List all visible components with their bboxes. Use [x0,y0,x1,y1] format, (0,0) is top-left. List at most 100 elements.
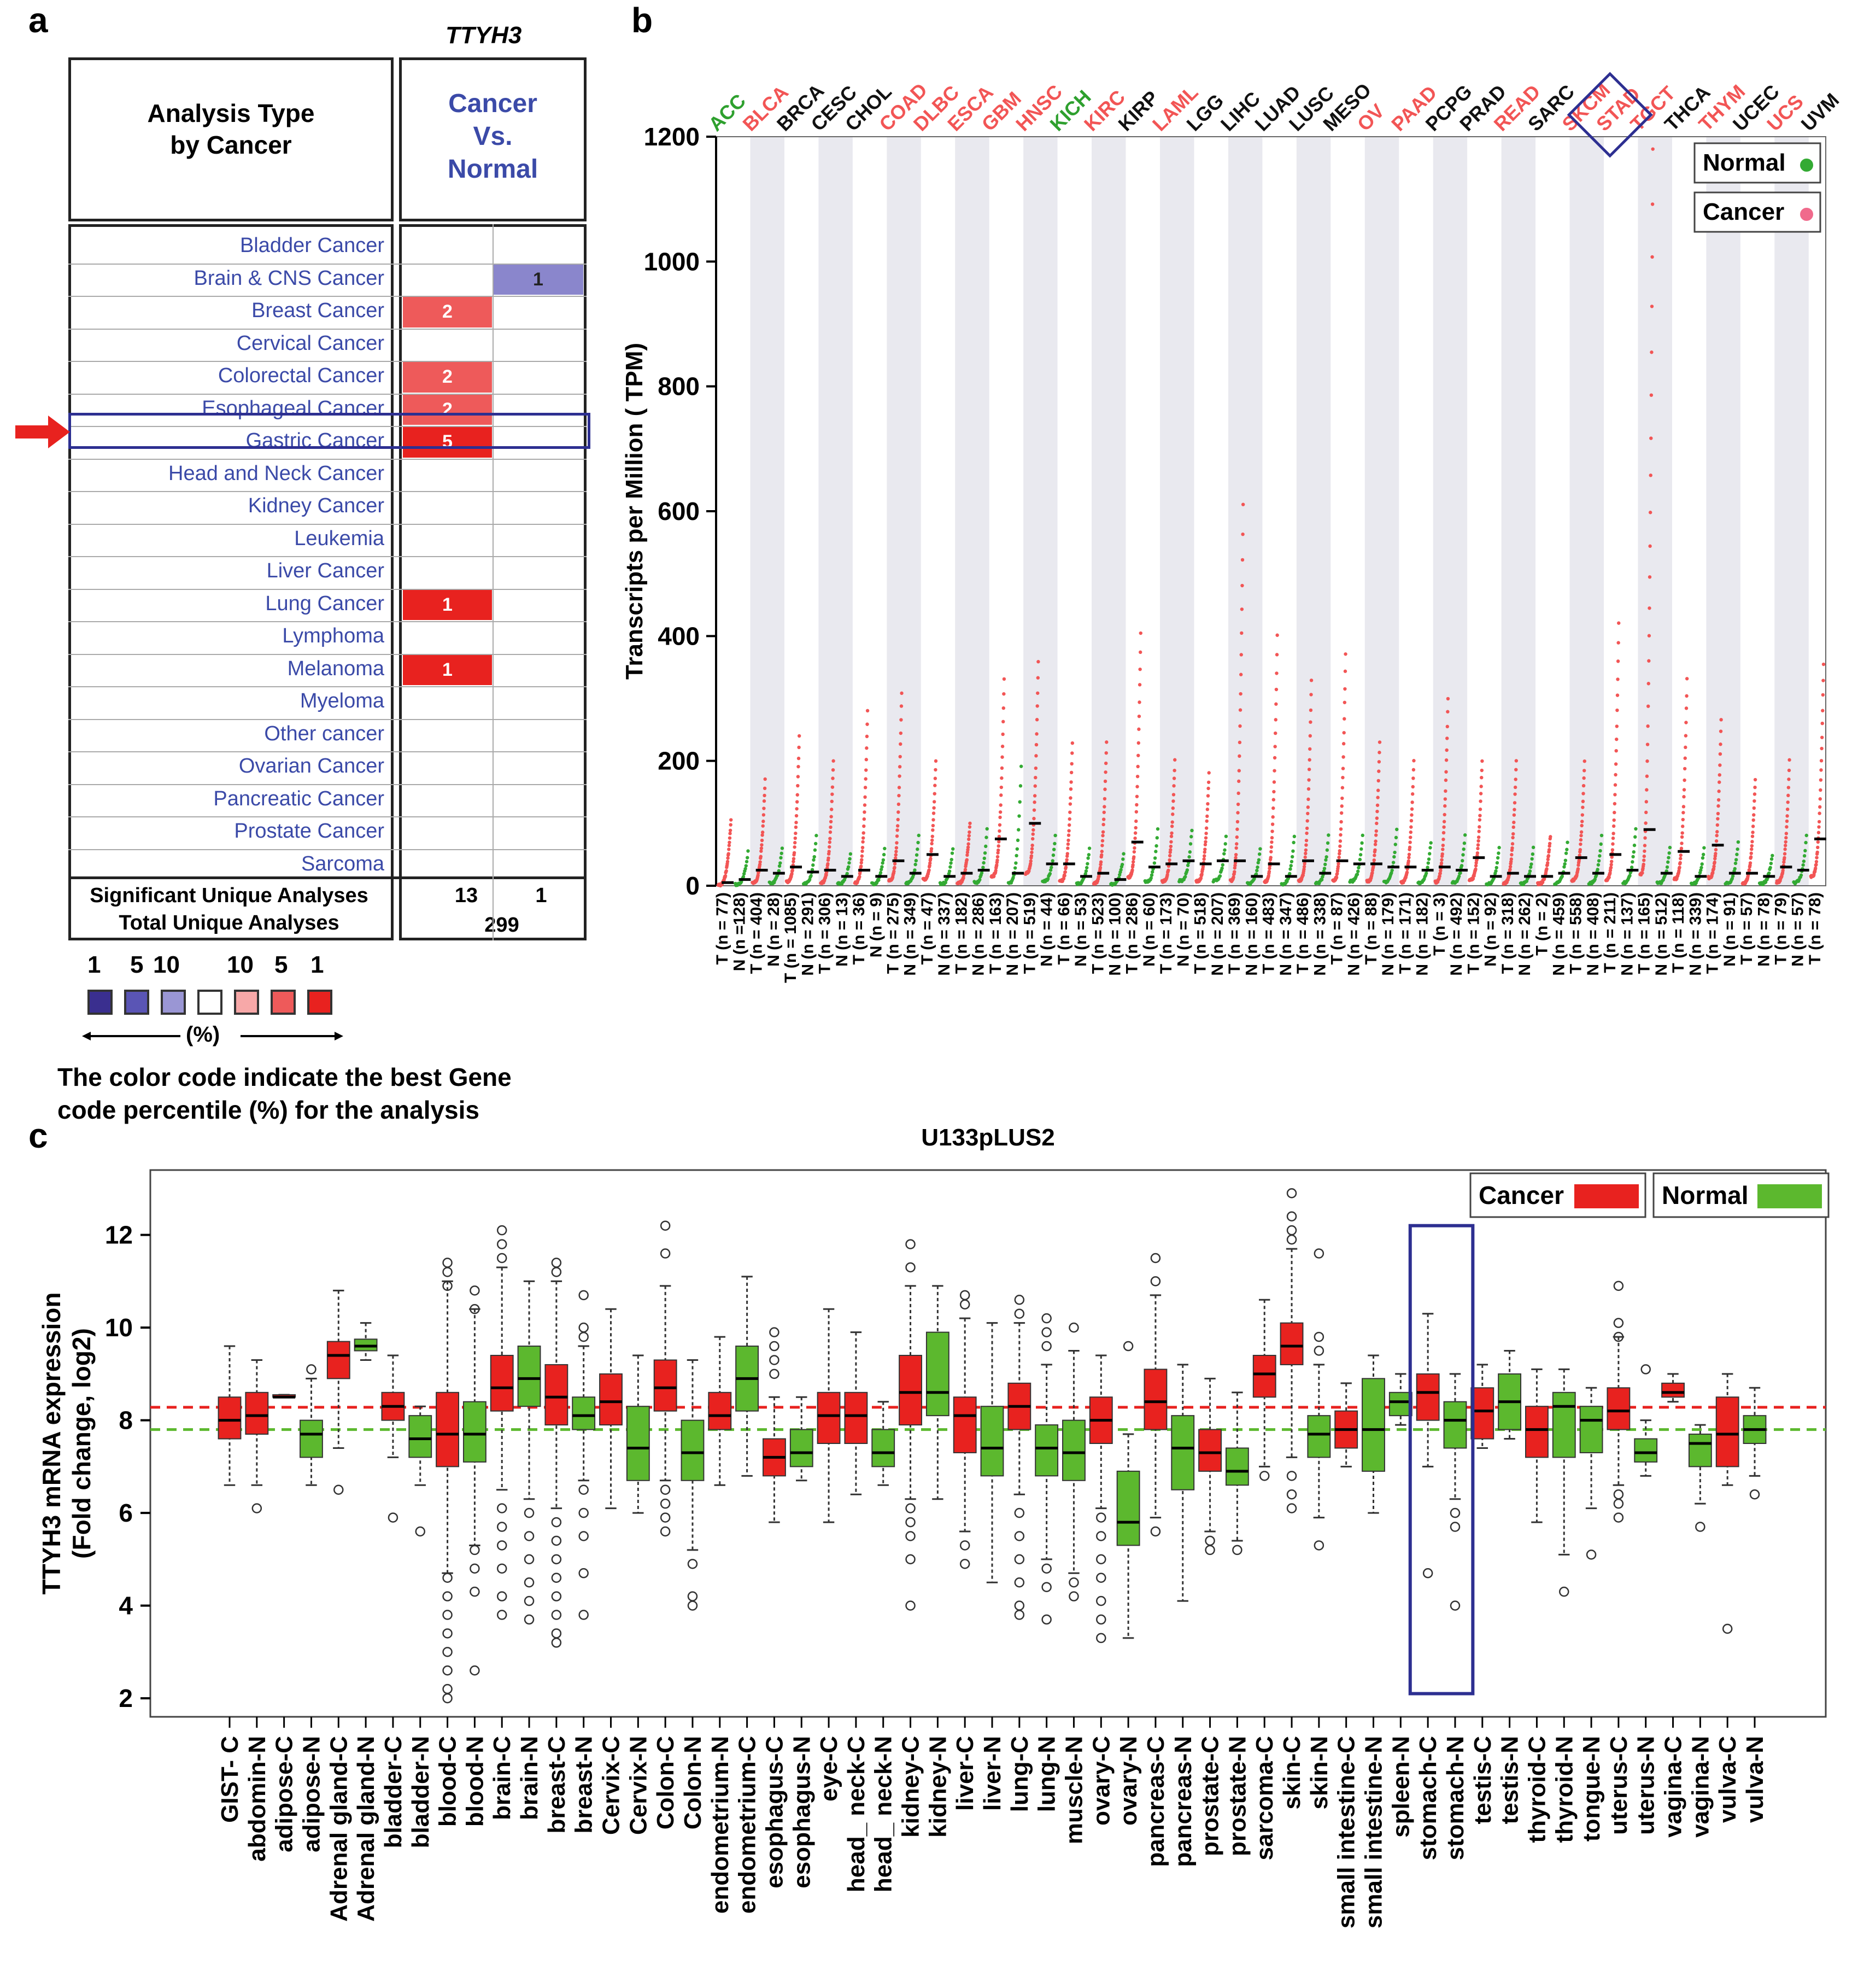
tpm-point [1304,843,1308,847]
tpm-point [726,856,730,860]
tpm-point [1002,692,1006,696]
group-label: T (n = 88) [1362,892,1380,965]
box [980,1406,1004,1477]
tpm-point [881,858,886,862]
tpm-point [1030,843,1034,847]
group-label: T (n = 173) [1157,892,1175,974]
tpm-point [1269,856,1273,859]
tpm-point [1019,764,1023,768]
tpm-point [794,821,798,825]
tpm-point [1121,857,1125,861]
tpm-point [1065,858,1069,862]
tpm-point [1461,859,1464,863]
outlier-point [1014,1531,1025,1541]
tpm-point [780,846,784,850]
tpm-point [1183,875,1187,879]
tpm-point [1120,862,1124,867]
tpm-point [1820,735,1824,739]
tpm-point [1341,775,1345,780]
tpm-point [1339,811,1344,815]
tpm-point [1581,783,1586,788]
tpm-point [1818,811,1821,815]
tpm-point [1803,849,1807,853]
box [1225,1447,1249,1486]
tpm-point [1783,847,1787,851]
tpm-point [1545,867,1549,871]
tpm-point [1046,877,1050,881]
tpm-point [1105,740,1109,744]
row-divider [68,393,587,395]
tpm-point [1137,714,1141,718]
tpm-point [1133,836,1137,840]
tpm-point [1172,776,1176,780]
tpm-point [1173,768,1176,773]
tpm-point [1234,852,1238,857]
tpm-point [1098,866,1103,870]
outlier-point [470,1586,480,1597]
tpm-point [1479,785,1483,788]
box [1416,1373,1440,1421]
box [1280,1322,1304,1365]
tpm-point [830,808,834,811]
tpm-point [1411,768,1416,772]
cancer-row: Ovarian Cancer [68,751,587,784]
tpm-point [828,840,832,844]
outlier-point [1559,1586,1569,1597]
tpm-point [1053,833,1057,838]
tpm-point [1304,848,1308,852]
tpm-point [1478,807,1482,811]
tpm-point [1339,827,1343,831]
tpm-point [777,869,781,873]
tpm-point [1015,847,1019,851]
outlier-point [769,1355,779,1365]
outlier-point [769,1341,779,1352]
x-tick-label: thyroid-C [1523,1736,1550,1843]
tpm-point [725,859,730,864]
tpm-point [829,820,833,824]
tpm-point [1358,853,1363,857]
tpm-point [894,856,898,860]
tpm-point [1443,797,1447,801]
x-tick-label: lung-N [1034,1736,1060,1812]
tpm-point [1171,793,1176,797]
group-label: N (n = 339) [1686,892,1704,976]
group-label: N (n = 408) [1584,892,1602,976]
group-label: T (n = 66) [1055,892,1073,965]
total-value: 299 [484,914,519,937]
tpm-point [1139,631,1142,635]
cancer-band [1706,137,1740,886]
tpm-point [1596,868,1599,872]
x-tick-label: testis-C [1469,1736,1496,1824]
tpm-point [1233,863,1237,868]
tpm-point [1203,850,1206,854]
tpm-point [1405,870,1409,874]
tpm-point [931,811,936,815]
tpm-point [1648,511,1652,514]
tpm-point [892,869,896,873]
tpm-point [1087,846,1092,850]
cancer-type-label: UVM [1797,89,1844,136]
tpm-point [1206,802,1210,806]
tpm-point [1168,853,1172,858]
y-tick-label: 8 [119,1406,133,1435]
tpm-point [1785,825,1789,829]
tpm-point [1476,846,1480,851]
tpm-point [1068,817,1071,821]
tpm-point [1474,867,1478,871]
tpm-point [878,871,883,875]
outlier-point [959,1540,970,1551]
tpm-point [1309,720,1312,724]
tpm-point [1203,843,1208,847]
tpm-point [1615,708,1619,712]
tpm-point [1684,734,1688,738]
row-divider [68,849,587,850]
tpm-point [931,828,935,832]
row-divider [68,458,587,460]
tpm-point [1750,834,1755,838]
tpm-point [1204,836,1208,840]
tpm-point [893,862,897,866]
tpm-point [1172,784,1176,788]
box [1362,1378,1385,1472]
tpm-point [1104,751,1108,755]
tpm-point [1274,702,1278,706]
